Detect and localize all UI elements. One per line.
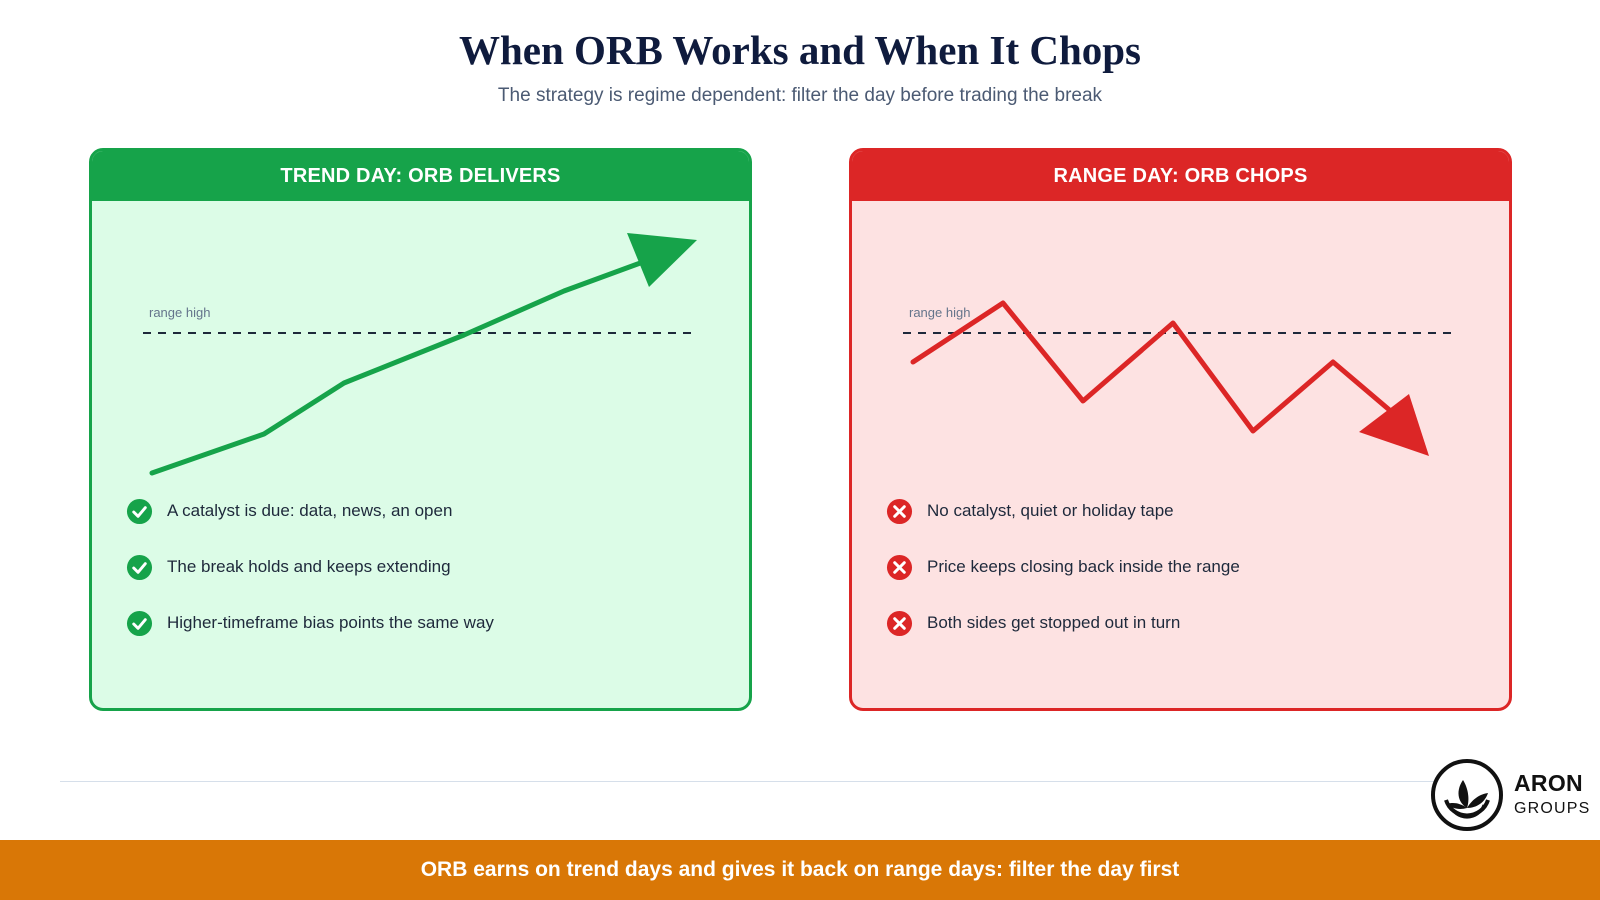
check-circle-icon: [126, 554, 153, 580]
page-subtitle: The strategy is regime dependent: filter…: [497, 85, 1103, 106]
bullet-text: Price keeps closing back inside the rang…: [927, 557, 1240, 576]
check-circle-icon: [126, 498, 153, 524]
list-item: Price keeps closing back inside the rang…: [886, 553, 1240, 581]
range-day-panel: RANGE DAY: ORB CHOPS range high No catal…: [849, 148, 1512, 711]
brand-subname: GROUPS: [1514, 800, 1591, 817]
list-item: Higher-timeframe bias points the same wa…: [126, 609, 494, 637]
range-day-diagram: range high: [903, 300, 1457, 456]
bullet-text: The break holds and keeps extending: [167, 557, 451, 576]
bullet-text: Higher-timeframe bias points the same wa…: [167, 613, 494, 632]
chop-down-arrow-icon: [1359, 394, 1429, 456]
aron-leaf-logo-icon: [1431, 759, 1503, 831]
list-item: The break holds and keeps extending: [126, 553, 494, 581]
range-day-bullets: No catalyst, quiet or holiday tape Price…: [886, 497, 1240, 665]
trend-up-arrow-icon: [627, 233, 697, 287]
footer-divider: [60, 781, 1440, 782]
check-circle-icon: [126, 610, 153, 636]
trend-day-diagram: range high: [143, 233, 697, 476]
bullet-text: No catalyst, quiet or holiday tape: [927, 501, 1174, 520]
trend-day-panel: TREND DAY: ORB DELIVERS range high A cat…: [89, 148, 752, 711]
brand-name: ARON: [1514, 770, 1583, 796]
list-item: A catalyst is due: data, news, an open: [126, 497, 494, 525]
bullet-text: Both sides get stopped out in turn: [927, 613, 1181, 632]
bullet-text: A catalyst is due: data, news, an open: [167, 501, 453, 520]
page-title: When ORB Works and When It Chops: [458, 27, 1142, 73]
range-day-header: RANGE DAY: ORB CHOPS: [852, 151, 1509, 201]
trend-day-header: TREND DAY: ORB DELIVERS: [92, 151, 749, 201]
x-circle-icon: [886, 498, 913, 524]
trend-price-path: [149, 255, 657, 476]
brand-logo: ARON GROUPS: [1430, 756, 1590, 832]
list-item: No catalyst, quiet or holiday tape: [886, 497, 1240, 525]
footer-banner: ORB earns on trend days and gives it bac…: [0, 840, 1600, 900]
range-high-label: range high: [909, 305, 970, 320]
x-circle-icon: [886, 554, 913, 580]
x-circle-icon: [886, 610, 913, 636]
trend-day-bullets: A catalyst is due: data, news, an open T…: [126, 497, 494, 665]
list-item: Both sides get stopped out in turn: [886, 609, 1240, 637]
chop-price-path: [910, 300, 1396, 434]
range-high-label: range high: [149, 305, 210, 320]
